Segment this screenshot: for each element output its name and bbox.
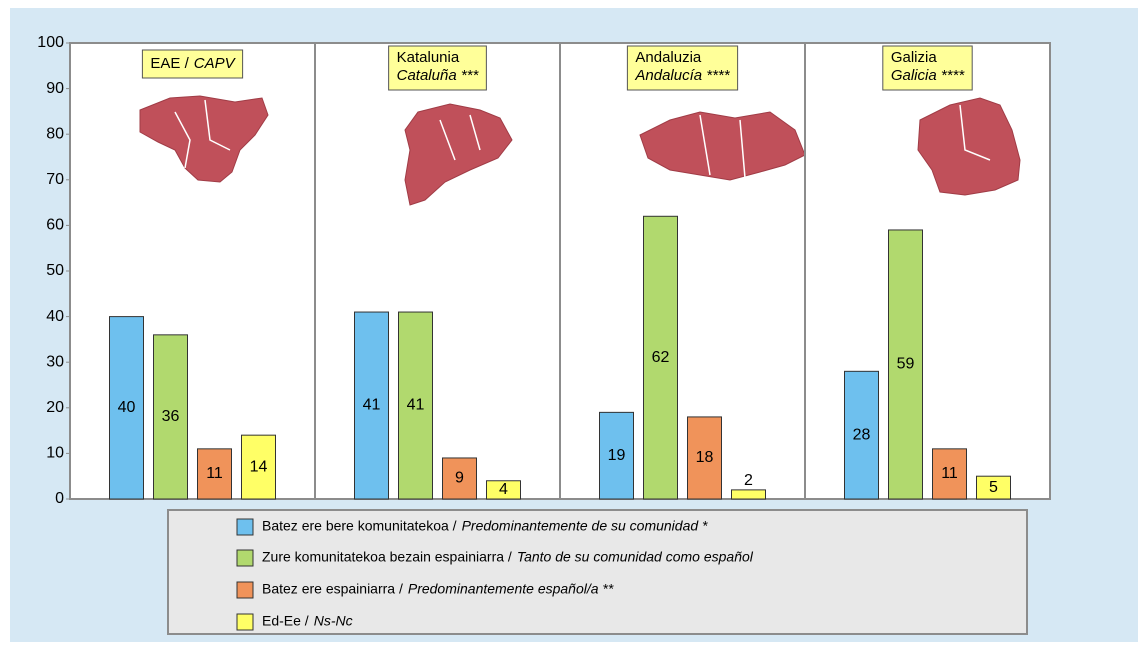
bar xyxy=(398,311,433,500)
bar xyxy=(932,448,967,500)
value-label: 41 xyxy=(407,397,425,414)
y-tick-label: 70 xyxy=(46,171,64,188)
bar xyxy=(599,411,634,500)
bar xyxy=(486,480,521,500)
bar xyxy=(888,229,923,500)
bar xyxy=(109,316,144,500)
value-label: 14 xyxy=(250,458,268,475)
map-catalunia xyxy=(404,103,513,206)
legend-label-es: Ns-Nc xyxy=(314,613,353,629)
category-name: EAE / xyxy=(150,55,189,72)
legend-label-es: Tanto de su comunidad como español xyxy=(517,549,754,565)
region-maps xyxy=(139,95,1021,206)
bar xyxy=(153,334,188,500)
bar xyxy=(354,311,389,500)
map-eae xyxy=(139,95,269,183)
value-label: 2 xyxy=(744,472,753,489)
legend-swatch xyxy=(236,518,254,536)
category-subtitle: Cataluña *** xyxy=(397,67,480,84)
value-label: 9 xyxy=(455,470,464,487)
value-label: 62 xyxy=(652,349,670,366)
value-label: 4 xyxy=(499,481,508,498)
y-tick-label: 90 xyxy=(46,80,64,97)
legend-swatch xyxy=(236,581,254,599)
y-tick-label: 0 xyxy=(55,490,64,507)
value-label: 28 xyxy=(853,426,871,443)
value-label: 40 xyxy=(118,399,136,416)
map-borders xyxy=(174,99,991,179)
category-subtitle: Galicia **** xyxy=(891,67,966,84)
y-tick-label: 10 xyxy=(46,445,64,462)
legend xyxy=(167,509,1028,635)
category-box xyxy=(882,45,973,91)
value-label: 11 xyxy=(941,465,958,482)
bar xyxy=(731,489,766,500)
bar xyxy=(197,448,232,500)
y-tick-label: 60 xyxy=(46,217,64,234)
category-subtitle: Andalucía **** xyxy=(634,67,730,84)
legend-label: Zure komunitatekoa bezain espainiarra / xyxy=(262,549,512,565)
map-galizia xyxy=(917,97,1021,196)
y-tick-label: 80 xyxy=(46,125,64,142)
legend-label: Batez ere bere komunitatekoa / xyxy=(262,518,457,534)
legend-label: Ed-Ee / xyxy=(262,613,309,629)
category-subtitle: CAPV xyxy=(194,55,237,72)
value-label: 5 xyxy=(989,479,998,496)
legend-swatch xyxy=(236,613,254,631)
bar xyxy=(442,457,477,500)
legend-label-es: Predominantemente de su comunidad * xyxy=(462,518,708,534)
y-tick-label: 40 xyxy=(46,308,64,325)
value-label: 18 xyxy=(696,449,714,466)
bar xyxy=(844,370,879,500)
category-box xyxy=(388,45,487,91)
value-label: 19 xyxy=(608,447,626,464)
value-label: 59 xyxy=(897,356,915,373)
category-name: Katalunia xyxy=(397,49,460,66)
y-tick-label: 100 xyxy=(37,34,64,51)
value-label: 11 xyxy=(206,465,223,482)
category-label: EAE / CAPV xyxy=(141,49,244,79)
value-label: 36 xyxy=(162,408,180,425)
map-andaluzia xyxy=(639,111,806,181)
category-name: Andaluzia xyxy=(635,49,702,66)
category-box xyxy=(626,45,739,91)
bar xyxy=(643,215,678,500)
bar xyxy=(687,416,722,500)
y-tick-label: 20 xyxy=(46,399,64,416)
y-tick-label: 50 xyxy=(46,262,64,279)
category-name: Galizia xyxy=(891,49,938,66)
category-box xyxy=(141,49,244,79)
legend-swatch xyxy=(236,549,254,567)
bar xyxy=(976,475,1011,500)
legend-label: Batez ere espainiarra / xyxy=(262,581,403,597)
value-label: 41 xyxy=(363,397,381,414)
bar xyxy=(241,434,276,500)
legend-label-es: Predominantemente español/a ** xyxy=(408,581,614,597)
y-tick-label: 30 xyxy=(46,353,64,370)
